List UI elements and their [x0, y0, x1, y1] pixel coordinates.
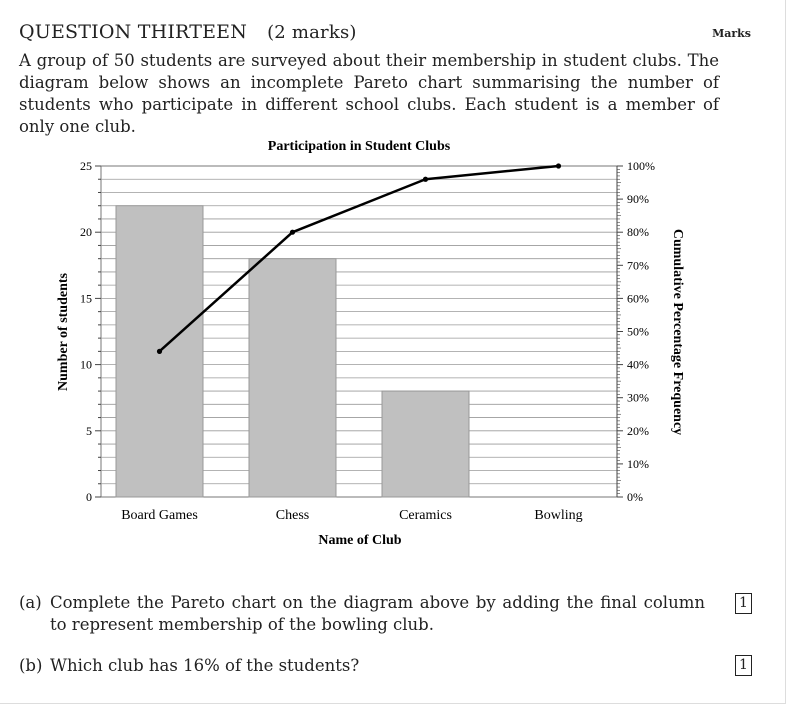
part-a-marks-box: 1: [735, 593, 752, 614]
part-a-label: (a): [19, 593, 42, 612]
y-tick-label: 20: [80, 225, 92, 239]
x-tick-label: Ceramics: [399, 508, 452, 523]
cumulative-line: [158, 164, 559, 353]
y2-axis-title: Cumulative Percentage Frequency: [670, 229, 685, 435]
part-b-label: (b): [19, 656, 43, 675]
y-tick-label: 5: [86, 424, 92, 438]
part-a-text: Complete the Pareto chart on the diagram…: [50, 593, 705, 634]
cumulative-point: [422, 176, 429, 182]
question-marks: (2 marks): [267, 22, 357, 43]
y-tick-label: 25: [80, 159, 92, 173]
y-tick-label: 15: [80, 291, 92, 305]
y2-tick-label: 100%: [627, 159, 655, 173]
cumulative-point: [555, 163, 562, 169]
y2-tick-label: 30%: [627, 391, 649, 405]
y2-tick-label: 20%: [627, 424, 649, 438]
y-axis-title: Number of students: [56, 272, 71, 391]
y2-tick-label: 50%: [627, 325, 649, 339]
x-axis-title: Name of Club: [318, 533, 401, 548]
part-b: (b) Which club has 16% of the students?: [19, 655, 709, 677]
question-intro: A group of 50 students are surveyed abou…: [19, 51, 719, 136]
x-tick-label: Board Games: [121, 508, 198, 523]
cumulative-point: [156, 348, 163, 354]
bar-chess: [248, 258, 337, 498]
y-tick-label: 0: [86, 490, 92, 504]
y2-tick-label: 70%: [627, 258, 649, 272]
part-b-text: Which club has 16% of the students?: [50, 656, 360, 675]
y2-tick-label: 80%: [627, 225, 649, 239]
cumulative-point: [289, 229, 296, 235]
part-b-marks-box: 1: [735, 655, 752, 676]
x-tick-label: Bowling: [534, 508, 582, 523]
question-title: QUESTION THIRTEEN: [19, 21, 248, 43]
y2-tick-label: 10%: [627, 457, 649, 471]
question-heading: QUESTION THIRTEEN (2 marks): [19, 21, 357, 43]
y2-tick-label: 90%: [627, 192, 649, 206]
bar-ceramics: [381, 390, 470, 498]
y2-tick-label: 60%: [627, 291, 649, 305]
chart-title: Participation in Student Clubs: [268, 139, 451, 154]
pareto-chart: 0 5 10 15 20 25 0% 10% 20% 30% 40% 50% 60% 70% 80% 90% 1…: [56, 139, 685, 548]
y-tick-label: 10: [80, 358, 92, 372]
marks-column-label: Marks: [712, 27, 751, 40]
y2-tick-label: 40%: [627, 358, 649, 372]
part-a: (a) Complete the Pareto chart on the diag…: [19, 592, 709, 636]
y2-tick-label: 0%: [627, 490, 643, 504]
x-tick-label: Chess: [276, 508, 309, 523]
